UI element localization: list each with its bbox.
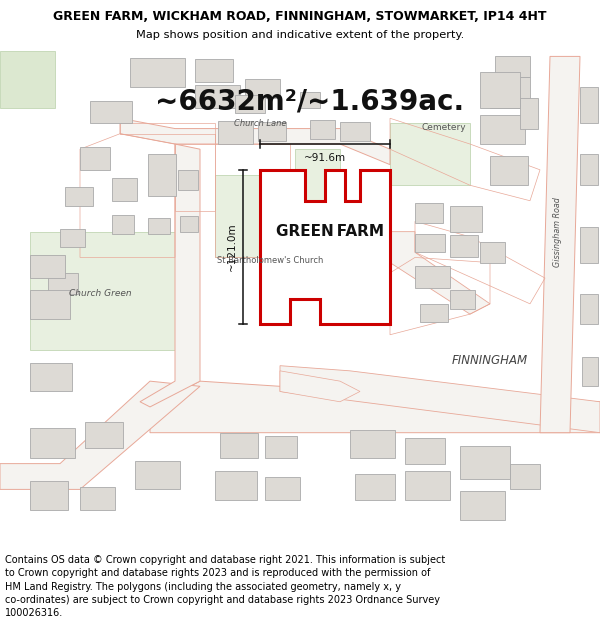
Bar [405, 438, 445, 464]
Bar [178, 170, 198, 191]
Bar [450, 235, 478, 258]
Polygon shape [215, 149, 340, 258]
Bar [510, 464, 540, 489]
Bar [495, 56, 530, 77]
Bar [415, 234, 445, 253]
Bar [265, 436, 297, 459]
Bar [245, 79, 280, 98]
Bar [195, 85, 240, 108]
Bar [480, 72, 520, 108]
Text: Cemetery: Cemetery [422, 123, 467, 132]
Bar [415, 202, 443, 223]
Bar [350, 429, 395, 459]
Bar [490, 156, 528, 185]
Bar [520, 98, 538, 129]
Text: ~121.0m: ~121.0m [227, 223, 237, 271]
Bar [415, 266, 450, 288]
Bar [580, 88, 598, 123]
Bar [220, 432, 258, 459]
Polygon shape [0, 51, 55, 108]
Bar [30, 362, 72, 391]
Bar [148, 218, 170, 234]
Bar [180, 216, 198, 232]
Polygon shape [140, 144, 200, 407]
Bar [480, 115, 525, 144]
Bar [355, 474, 395, 500]
Polygon shape [150, 381, 600, 432]
Polygon shape [390, 123, 470, 185]
Text: St Bartholomew's Church: St Bartholomew's Church [217, 256, 323, 265]
Text: Gissingham Road: Gissingham Road [554, 197, 563, 267]
Polygon shape [260, 170, 390, 324]
Bar [310, 121, 335, 139]
Bar [265, 477, 300, 500]
Bar [90, 101, 132, 123]
Text: Church Lane: Church Lane [234, 119, 286, 128]
Bar [112, 215, 134, 234]
Bar [112, 178, 137, 201]
Bar [420, 304, 448, 322]
Polygon shape [540, 56, 580, 432]
Bar [460, 446, 510, 479]
Bar [195, 59, 233, 82]
Bar [580, 294, 598, 324]
Polygon shape [280, 366, 600, 432]
Bar [405, 471, 450, 500]
Text: Contains OS data © Crown copyright and database right 2021. This information is : Contains OS data © Crown copyright and d… [5, 555, 445, 618]
Text: FINNINGHAM: FINNINGHAM [452, 354, 528, 367]
Bar [135, 461, 180, 489]
Text: GREEN FARM, WICKHAM ROAD, FINNINGHAM, STOWMARKET, IP14 4HT: GREEN FARM, WICKHAM ROAD, FINNINGHAM, ST… [53, 10, 547, 23]
Bar [460, 491, 505, 521]
Bar [30, 481, 68, 510]
Bar [60, 229, 85, 247]
Bar [30, 291, 70, 319]
Text: Church Green: Church Green [68, 289, 131, 298]
Bar [235, 94, 265, 113]
Bar [450, 291, 475, 309]
Bar [30, 428, 75, 459]
Bar [148, 154, 176, 196]
Bar [490, 77, 530, 108]
Polygon shape [390, 232, 490, 314]
Polygon shape [0, 381, 200, 489]
Bar [30, 256, 65, 278]
Bar [215, 471, 257, 500]
Bar [80, 488, 115, 510]
Bar [65, 188, 93, 206]
Polygon shape [120, 118, 390, 164]
Bar [130, 59, 185, 88]
Bar [340, 122, 370, 141]
Bar [480, 242, 505, 262]
Bar [580, 154, 598, 185]
Bar [258, 122, 286, 141]
Polygon shape [30, 232, 175, 350]
Text: ~91.6m: ~91.6m [304, 153, 346, 163]
Bar [85, 422, 123, 448]
Bar [450, 206, 482, 232]
Text: GREEN FARM: GREEN FARM [276, 224, 384, 239]
Bar [582, 357, 598, 386]
Text: Map shows position and indicative extent of the property.: Map shows position and indicative extent… [136, 30, 464, 40]
Bar [218, 121, 253, 144]
Bar [80, 147, 110, 170]
Bar [580, 226, 598, 262]
Text: ~6632m²/~1.639ac.: ~6632m²/~1.639ac. [155, 88, 464, 116]
Bar [48, 273, 78, 294]
Polygon shape [280, 371, 360, 402]
Bar [300, 92, 320, 108]
